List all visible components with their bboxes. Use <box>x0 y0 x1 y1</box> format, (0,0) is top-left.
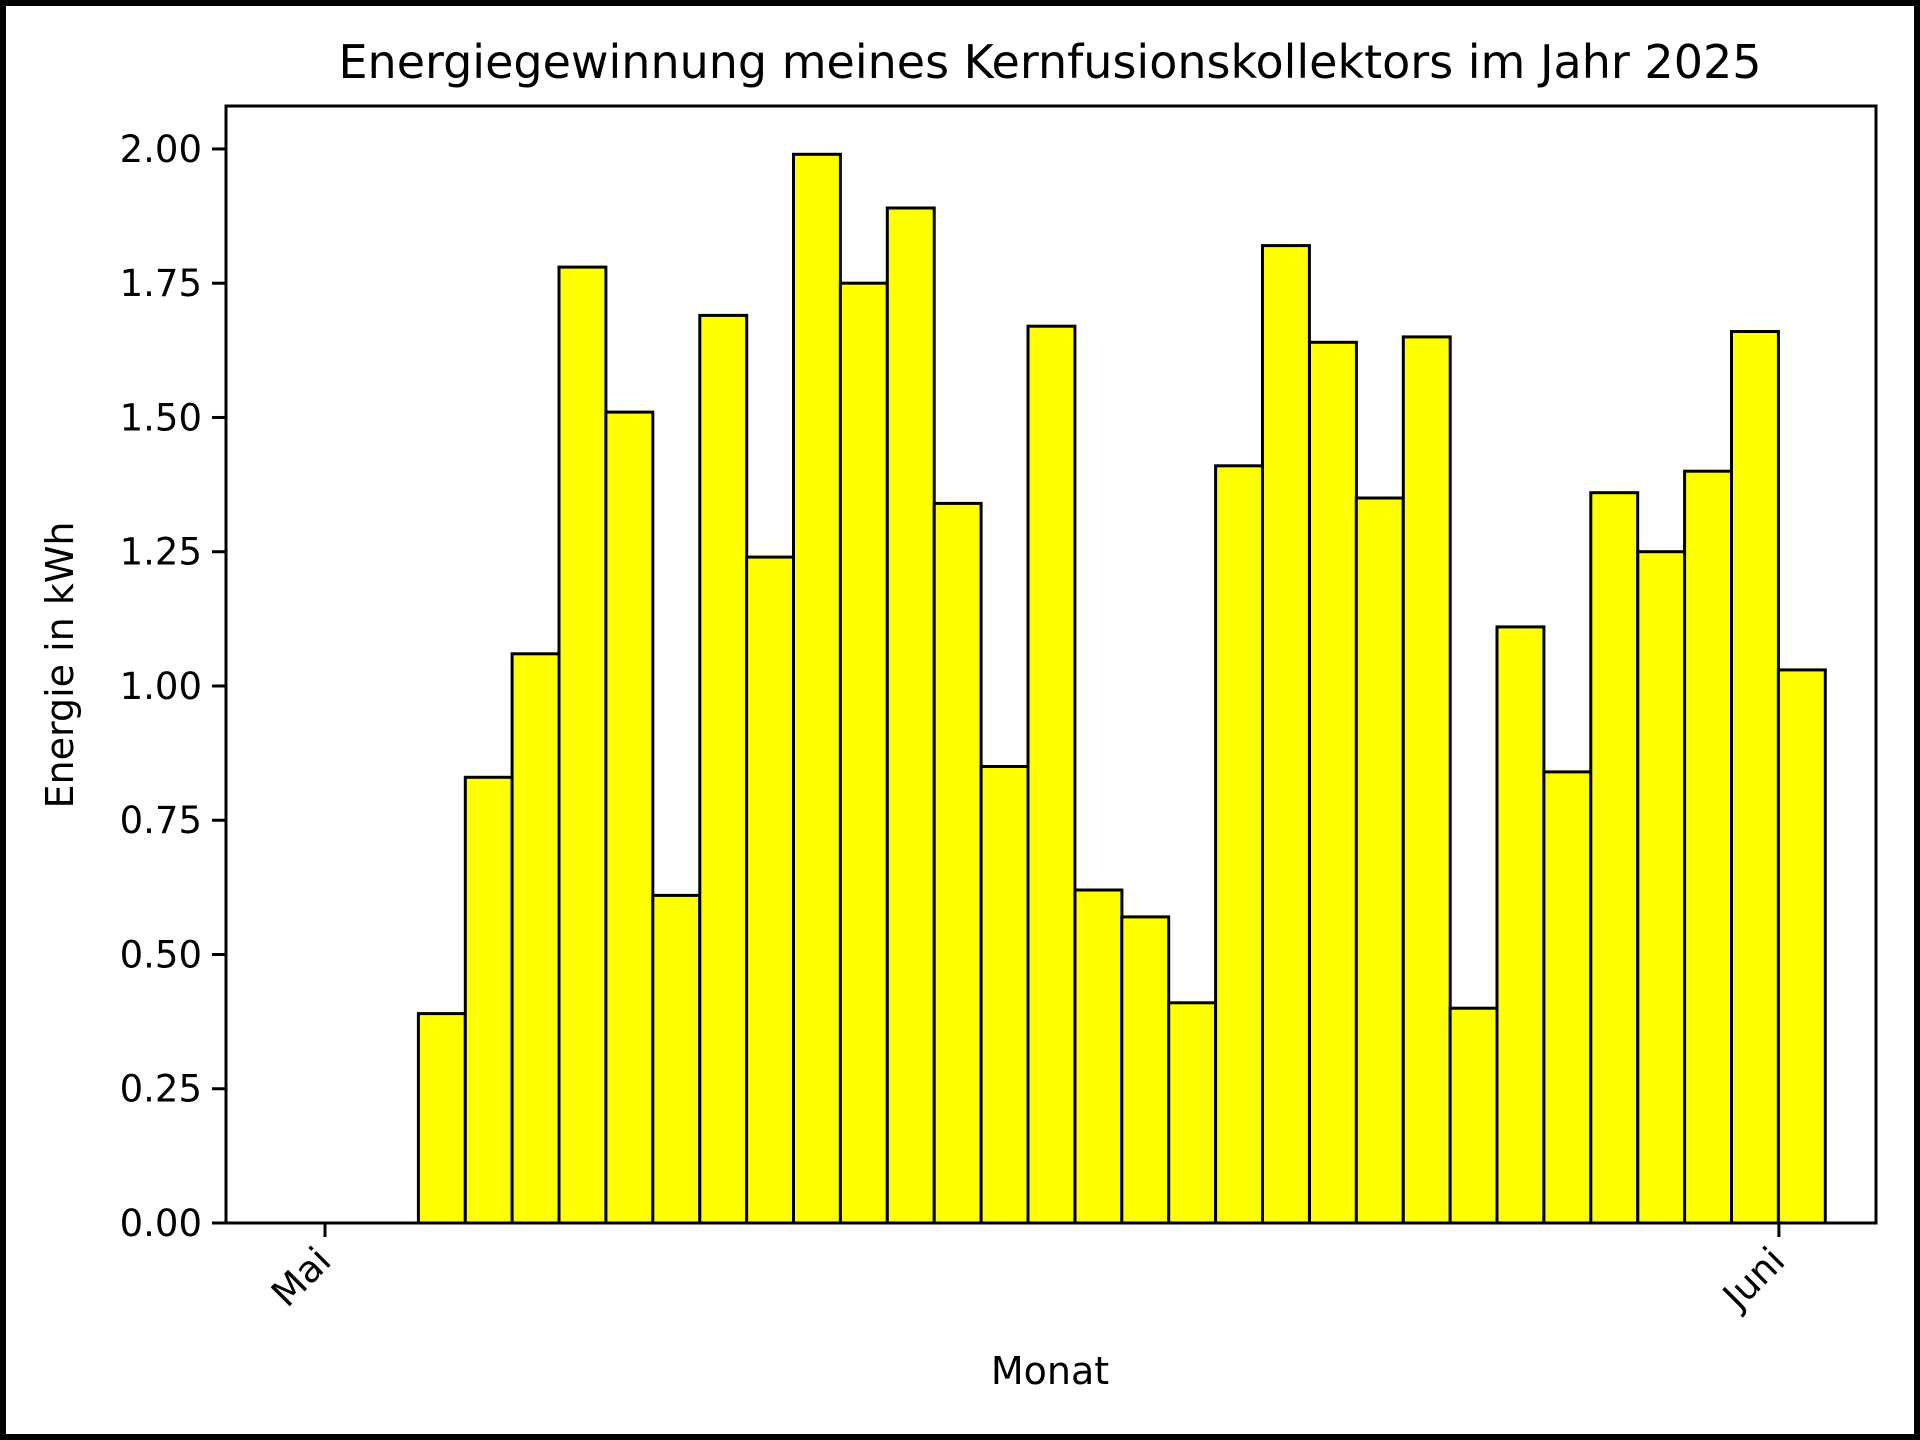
y-tick-label: 1.50 <box>120 396 202 439</box>
x-tick-label: Juni <box>1713 1239 1793 1319</box>
bar <box>1073 888 1124 1225</box>
bar <box>1495 625 1546 1225</box>
bar <box>1354 496 1405 1225</box>
bar <box>1589 491 1640 1225</box>
bar <box>1683 469 1733 1225</box>
y-tick-label: 2.00 <box>120 128 202 171</box>
bar <box>885 206 936 1225</box>
bar <box>1730 330 1780 1225</box>
y-tick-label: 0.75 <box>120 799 202 842</box>
x-axis: Mai Juni <box>263 1223 1793 1319</box>
bar <box>1120 915 1171 1225</box>
bar <box>557 265 608 1225</box>
bar <box>416 1012 467 1225</box>
plot-area-frame <box>224 104 1878 1225</box>
x-axis-label: Monat <box>991 1349 1109 1393</box>
y-tick-label: 1.25 <box>120 531 202 574</box>
bar <box>510 652 561 1225</box>
bar <box>1776 668 1827 1225</box>
bar <box>932 501 983 1225</box>
y-axis-label: Energie in kWh <box>38 522 82 809</box>
bar <box>979 765 1030 1225</box>
y-tick-label: 0.25 <box>120 1068 202 1111</box>
y-tick-label: 0.50 <box>120 933 202 976</box>
bar <box>838 281 889 1225</box>
bar <box>1308 340 1358 1225</box>
bar <box>1214 464 1264 1225</box>
bar <box>1636 550 1687 1225</box>
bar <box>1542 770 1593 1225</box>
y-tick-label: 1.75 <box>120 262 202 305</box>
bar <box>1261 244 1311 1225</box>
y-tick-label: 0.00 <box>120 1202 202 1245</box>
bar <box>792 152 842 1225</box>
bars-group <box>416 152 1827 1225</box>
bar <box>698 313 749 1225</box>
bar <box>463 775 514 1225</box>
chart-title: Energiegewinnung meines Kernfusionskolle… <box>338 35 1761 89</box>
bar <box>651 893 702 1225</box>
bar <box>745 555 795 1225</box>
bar <box>604 410 655 1225</box>
bar <box>1167 1001 1218 1225</box>
x-tick-label: Mai <box>263 1239 339 1315</box>
y-tick-label: 1.00 <box>120 665 202 708</box>
y-axis: 0.00 0.25 0.50 0.75 1.00 1.25 1.50 1.75 2.00 <box>120 128 226 1245</box>
bar <box>1401 335 1452 1225</box>
bar <box>1448 1006 1499 1225</box>
bar <box>1026 324 1077 1225</box>
